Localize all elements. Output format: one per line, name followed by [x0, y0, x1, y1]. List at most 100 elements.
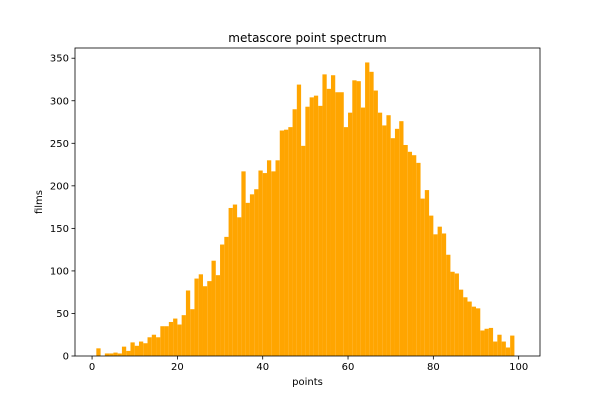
histogram-bar	[198, 274, 203, 356]
histogram-bar	[292, 109, 297, 356]
histogram-bar	[360, 107, 366, 356]
histogram-bar	[484, 328, 489, 356]
histogram-bar	[296, 84, 302, 356]
histogram-bar	[309, 97, 314, 356]
histogram-bar	[301, 145, 306, 356]
histogram-bar	[480, 330, 485, 356]
histogram-bar	[207, 281, 212, 356]
histogram-bar	[441, 233, 447, 356]
histogram-bar	[134, 345, 139, 356]
y-tick-label: 350	[50, 54, 69, 65]
histogram-bar	[121, 346, 127, 356]
histogram-bar	[377, 112, 383, 356]
histogram-bar	[215, 275, 221, 356]
chart-title: metascore point spectrum	[228, 31, 386, 45]
histogram-bar	[412, 155, 417, 356]
y-tick-label: 50	[56, 309, 69, 320]
histogram-bar	[249, 194, 255, 356]
histogram-bar	[497, 334, 502, 356]
y-tick-label: 0	[63, 352, 69, 363]
histogram-bar	[450, 271, 455, 356]
histogram-bar	[318, 105, 323, 356]
histogram-bar	[177, 324, 182, 356]
histogram-bar	[104, 353, 110, 356]
histogram-bar	[305, 106, 310, 357]
histogram-bar	[407, 151, 413, 356]
x-tick-label: 20	[171, 362, 184, 373]
histogram-bar	[113, 352, 118, 356]
histogram-bar	[254, 189, 259, 356]
histogram-bar	[164, 326, 169, 356]
histogram-bar	[130, 342, 135, 356]
histogram-bar	[181, 315, 186, 356]
histogram-bar	[471, 306, 477, 356]
x-axis-ticks: 0 20 40 60 80 100	[89, 356, 528, 373]
histogram-bar	[476, 308, 481, 356]
histogram-bar	[220, 244, 225, 356]
x-tick-label: 60	[342, 362, 355, 373]
histogram-bar	[373, 90, 378, 356]
histogram-bar	[241, 171, 246, 356]
histogram-bar	[463, 297, 468, 356]
histogram-bar	[510, 335, 515, 356]
histogram-bar	[335, 92, 340, 357]
histogram-bar	[228, 207, 233, 356]
x-tick-label: 40	[256, 362, 269, 373]
y-tick-label: 300	[50, 96, 69, 107]
histogram-bar	[202, 286, 208, 356]
histogram-bar	[160, 326, 165, 356]
histogram-bar	[232, 204, 238, 356]
histogram-bar	[262, 173, 267, 356]
histogram-bar	[339, 92, 344, 357]
histogram-bar	[390, 138, 395, 356]
histogram-bar	[211, 260, 216, 356]
histogram-bar	[271, 171, 276, 356]
x-tick-label: 80	[427, 362, 440, 373]
histogram-bar	[369, 71, 374, 356]
histogram-bar	[266, 160, 272, 356]
histogram-bar	[109, 353, 114, 356]
histogram-bar	[237, 217, 242, 356]
histogram-bar	[288, 127, 293, 356]
histogram-bar	[348, 112, 353, 356]
histogram-bar	[138, 341, 144, 356]
histogram-bar	[467, 301, 472, 356]
histogram-bar	[168, 321, 174, 356]
x-tick-label: 0	[89, 362, 95, 373]
histogram-bar	[143, 343, 148, 356]
histogram-bar	[501, 341, 506, 356]
histogram-bar	[493, 341, 498, 356]
x-tick-label: 100	[509, 362, 528, 373]
histogram-bar	[275, 160, 280, 356]
histogram-bar	[258, 170, 263, 356]
histogram-bar	[424, 190, 430, 356]
histogram-bar	[190, 309, 195, 356]
histogram-bar	[505, 347, 511, 356]
plot-frame	[74, 47, 541, 357]
histogram-bar	[386, 115, 391, 356]
histogram-bar	[151, 334, 157, 356]
histogram-bar	[437, 226, 442, 356]
histogram-bar	[126, 350, 131, 356]
y-axis-label: films	[34, 190, 45, 214]
histogram-bar	[245, 202, 250, 356]
histogram-bar	[454, 273, 459, 356]
y-tick-label: 100	[50, 266, 69, 277]
histogram-bar	[194, 278, 199, 356]
histogram-bar	[117, 353, 122, 356]
y-tick-label: 150	[50, 224, 69, 235]
y-tick-label: 200	[50, 181, 69, 192]
histogram-bar	[147, 337, 152, 356]
histogram-bar	[429, 215, 434, 356]
histogram-bar	[488, 327, 494, 356]
histogram-bar	[326, 88, 331, 356]
histogram-bar	[433, 234, 438, 356]
histogram-bar	[420, 198, 425, 356]
histogram-bar	[322, 74, 327, 356]
histogram-bar	[458, 289, 464, 356]
histogram-bar	[356, 81, 361, 357]
histogram-bar	[382, 125, 387, 357]
histogram-bar	[224, 236, 229, 356]
histogram-bar	[173, 318, 178, 356]
